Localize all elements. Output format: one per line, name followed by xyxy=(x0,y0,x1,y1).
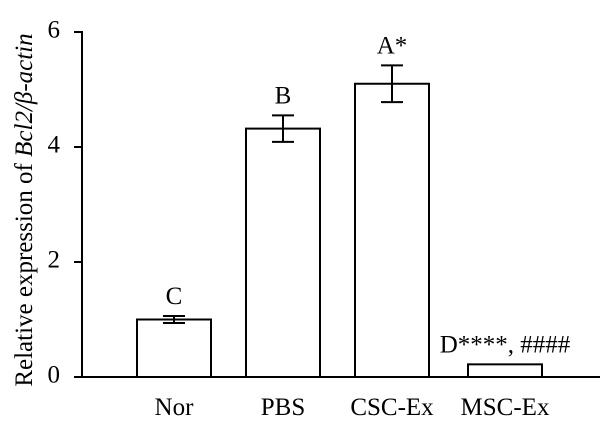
bar-msc-ex xyxy=(467,363,543,379)
significance-label: A* xyxy=(377,32,408,59)
y-tick-label: 2 xyxy=(48,247,61,274)
bar-nor xyxy=(136,318,212,378)
x-tick-label: PBS xyxy=(261,394,305,421)
y-axis-title: Relative expression of Bcl2/β-actin xyxy=(11,33,38,386)
bar-pbs xyxy=(245,127,321,378)
y-tick-label: 0 xyxy=(48,362,61,389)
y-axis-title-prefix: Relative expression of xyxy=(11,157,38,387)
plot-area: 0 2 4 6 C Nor B PBS A* CSC-Ex D****, #### MSC-Ex xyxy=(48,17,600,421)
significance-label: D****, #### xyxy=(440,331,571,358)
bar-csc-ex xyxy=(354,82,430,378)
y-tick-label: 4 xyxy=(48,132,61,159)
x-tick-label: CSC-Ex xyxy=(350,394,434,421)
x-tick-label: Nor xyxy=(155,394,195,421)
significance-label: C xyxy=(166,283,183,310)
svg-text:Relative expression of Bcl2/β-: Relative expression of Bcl2/β-actin xyxy=(11,33,38,386)
y-axis-title-italic: Bcl2/β-actin xyxy=(11,33,38,157)
x-tick-label: MSC-Ex xyxy=(461,394,550,421)
significance-label: B xyxy=(275,82,292,109)
y-tick-label: 6 xyxy=(48,17,61,44)
